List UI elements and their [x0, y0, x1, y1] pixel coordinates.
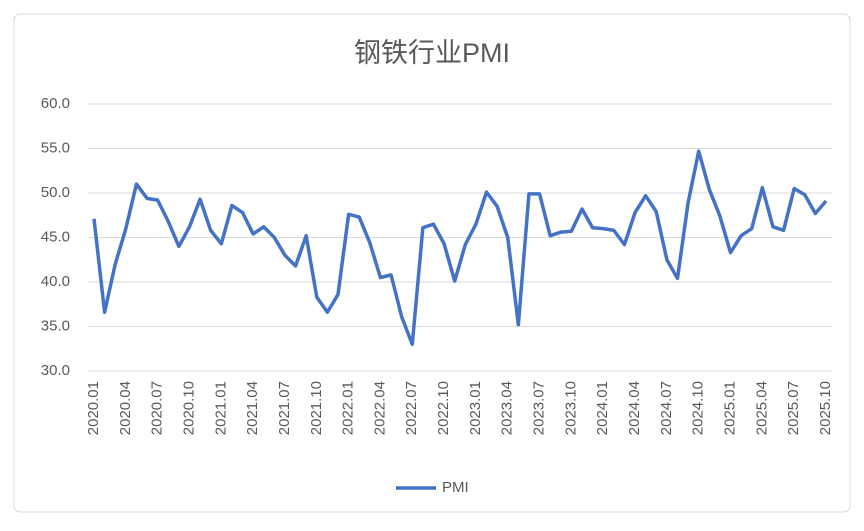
- x-tick-label: 2024.10: [690, 381, 707, 435]
- x-tick-label: 2025.10: [817, 381, 834, 435]
- y-tick-label: 50.0: [41, 184, 70, 201]
- x-tick-label: 2024.07: [658, 381, 675, 435]
- series-line: [92, 149, 828, 347]
- x-tick-label: 2025.07: [785, 381, 802, 435]
- x-tick-label: 2022.04: [371, 381, 388, 435]
- y-tick-label: 45.0: [41, 228, 70, 245]
- y-tick-label: 55.0: [41, 139, 70, 156]
- y-tick-label: 35.0: [41, 317, 70, 334]
- x-tick-label: 2022.10: [435, 381, 452, 435]
- x-tick-label: 2021.04: [244, 381, 261, 435]
- x-tick-label: 2021.01: [212, 381, 229, 435]
- x-tick-label: 2024.01: [594, 381, 611, 435]
- chart-title: 钢铁行业PMI: [354, 38, 510, 68]
- x-tick-label: 2020.01: [85, 381, 102, 435]
- x-tick-label: 2025.04: [753, 381, 770, 435]
- x-tick-label: 2020.10: [180, 381, 197, 435]
- x-tick-label: 2020.04: [117, 381, 134, 435]
- x-tick-label: 2023.04: [499, 381, 516, 435]
- x-tick-label: 2022.07: [403, 381, 420, 435]
- x-tick-label: 2025.01: [721, 381, 738, 435]
- chart-frame: [13, 13, 851, 513]
- x-tick-label: 2023.07: [531, 381, 548, 435]
- x-tick-label: 2023.10: [562, 381, 579, 435]
- y-tick-label: 40.0: [41, 273, 70, 290]
- x-tick-label: 2021.07: [276, 381, 293, 435]
- x-tick-label: 2023.01: [467, 381, 484, 435]
- x-tick-label: 2020.07: [149, 381, 166, 435]
- x-tick-label: 2022.01: [340, 381, 357, 435]
- x-tick-label: 2021.10: [308, 381, 325, 435]
- legend-label: PMI: [442, 479, 469, 496]
- y-tick-label: 60.0: [41, 95, 70, 112]
- x-tick-label: 2024.04: [626, 381, 643, 435]
- y-tick-label: 30.0: [41, 362, 70, 379]
